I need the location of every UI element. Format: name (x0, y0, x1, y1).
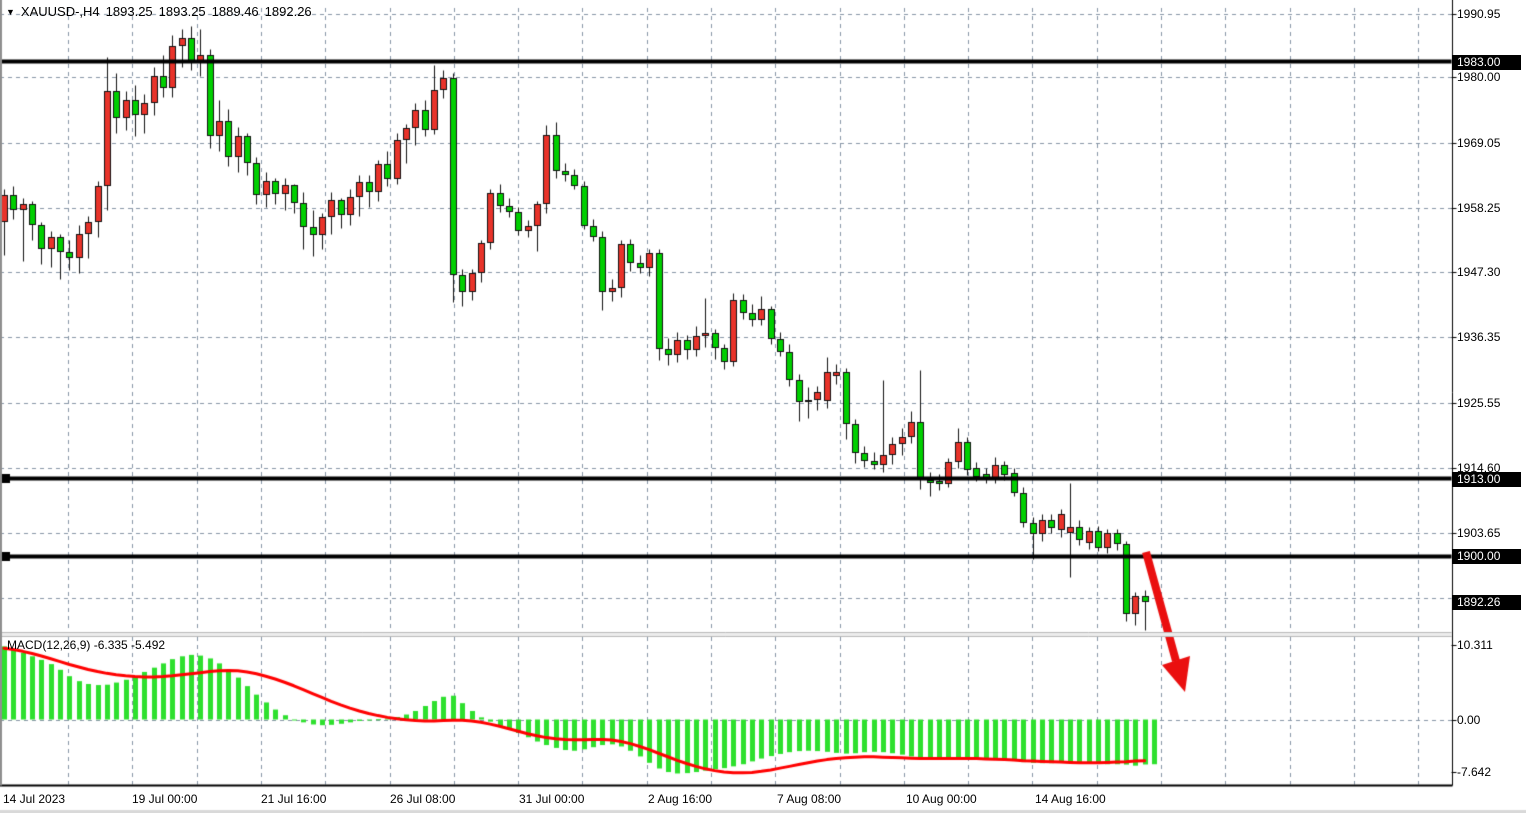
price-axis-label: 1958.25 (1457, 201, 1501, 215)
time-axis-label: 31 Jul 00:00 (519, 792, 585, 806)
header-high: 1893.25 (158, 4, 206, 19)
time-axis-label: 19 Jul 00:00 (132, 792, 198, 806)
time-axis-label: 14 Aug 16:00 (1035, 792, 1106, 806)
price-axis-label: 1936.35 (1457, 330, 1501, 344)
price-axis-label: 1969.05 (1457, 136, 1501, 150)
macd-axis-label: -7.642 (1457, 765, 1492, 779)
price-axis-label: 1925.55 (1457, 396, 1501, 410)
time-axis-label: 14 Jul 2023 (3, 792, 66, 806)
symbol-dropdown-icon[interactable]: ▼ (6, 7, 15, 17)
price-level-badge: 1900.00 (1452, 548, 1521, 564)
price-axis[interactable]: 1990.95 1980.00 1969.05 1958.25 1947.30 1936.… (1452, 0, 1526, 785)
price-axis-label: 1980.00 (1457, 70, 1501, 84)
macd-indicator-label: MACD(12,26,9) -6.335 -5.492 (7, 638, 166, 652)
price-level-badge: 1913.00 (1452, 471, 1521, 487)
price-level-badge: 1983.00 (1452, 54, 1521, 70)
price-axis-label: 1947.30 (1457, 265, 1501, 279)
header-symbol-period: XAUUSD-,H4 (20, 4, 100, 19)
time-axis-label: 2 Aug 16:00 (648, 792, 713, 806)
price-axis-label: 1990.95 (1457, 7, 1501, 21)
macd-axis-label: 10.311 (1457, 638, 1493, 652)
header-open: 1893.25 (105, 4, 153, 19)
time-axis-label: 21 Jul 16:00 (261, 792, 327, 806)
price-level-badge: 1892.26 (1452, 594, 1521, 610)
header-close: 1892.26 (264, 4, 312, 19)
price-axis-label: 1903.65 (1457, 526, 1501, 540)
header-low: 1889.46 (211, 4, 259, 19)
ohlc-header: ▼ XAUUSD-,H4 1893.25 1893.25 1889.46 1892.26 (6, 4, 318, 19)
time-axis-label: 26 Jul 08:00 (390, 792, 456, 806)
time-axis-label: 10 Aug 00:00 (906, 792, 977, 806)
time-axis[interactable]: 14 Jul 2023 19 Jul 00:00 21 Jul 16:00 26 Ju… (0, 789, 1452, 813)
time-axis-label: 7 Aug 08:00 (777, 792, 842, 806)
macd-axis-label: 0.00 (1457, 713, 1481, 727)
